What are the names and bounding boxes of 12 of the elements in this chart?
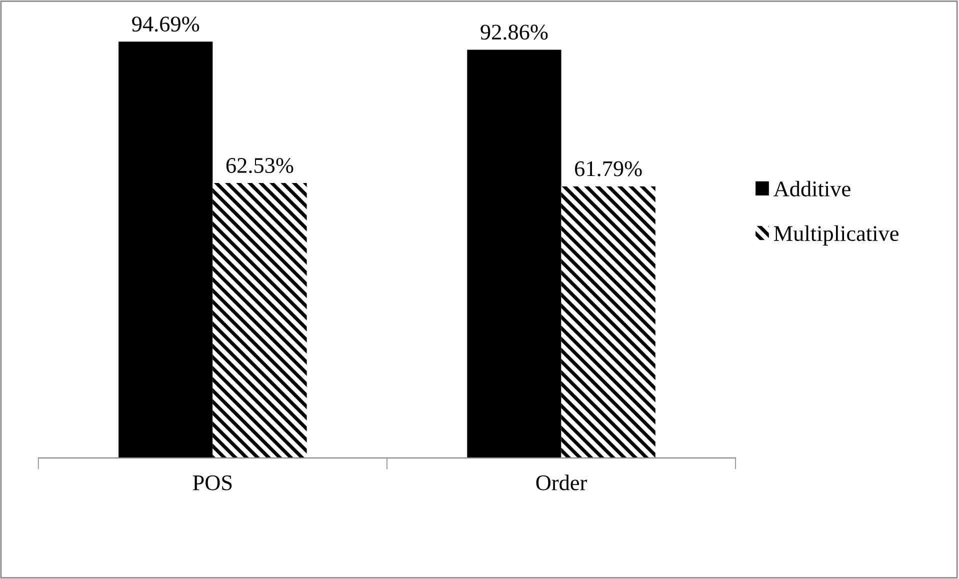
x-tick-label: POS (192, 475, 232, 490)
legend-label: Additive (774, 180, 850, 196)
data-label: 94.69% (132, 16, 200, 32)
data-label: 92.86% (480, 24, 548, 40)
bar (467, 50, 562, 458)
legend-label: Multiplicative (774, 225, 898, 246)
data-label: 61.79% (575, 161, 642, 176)
data-label: 62.53% (226, 158, 294, 174)
bar (212, 183, 307, 458)
bar (118, 42, 213, 458)
x-tick-label: Order (536, 474, 587, 490)
bar (561, 186, 656, 458)
